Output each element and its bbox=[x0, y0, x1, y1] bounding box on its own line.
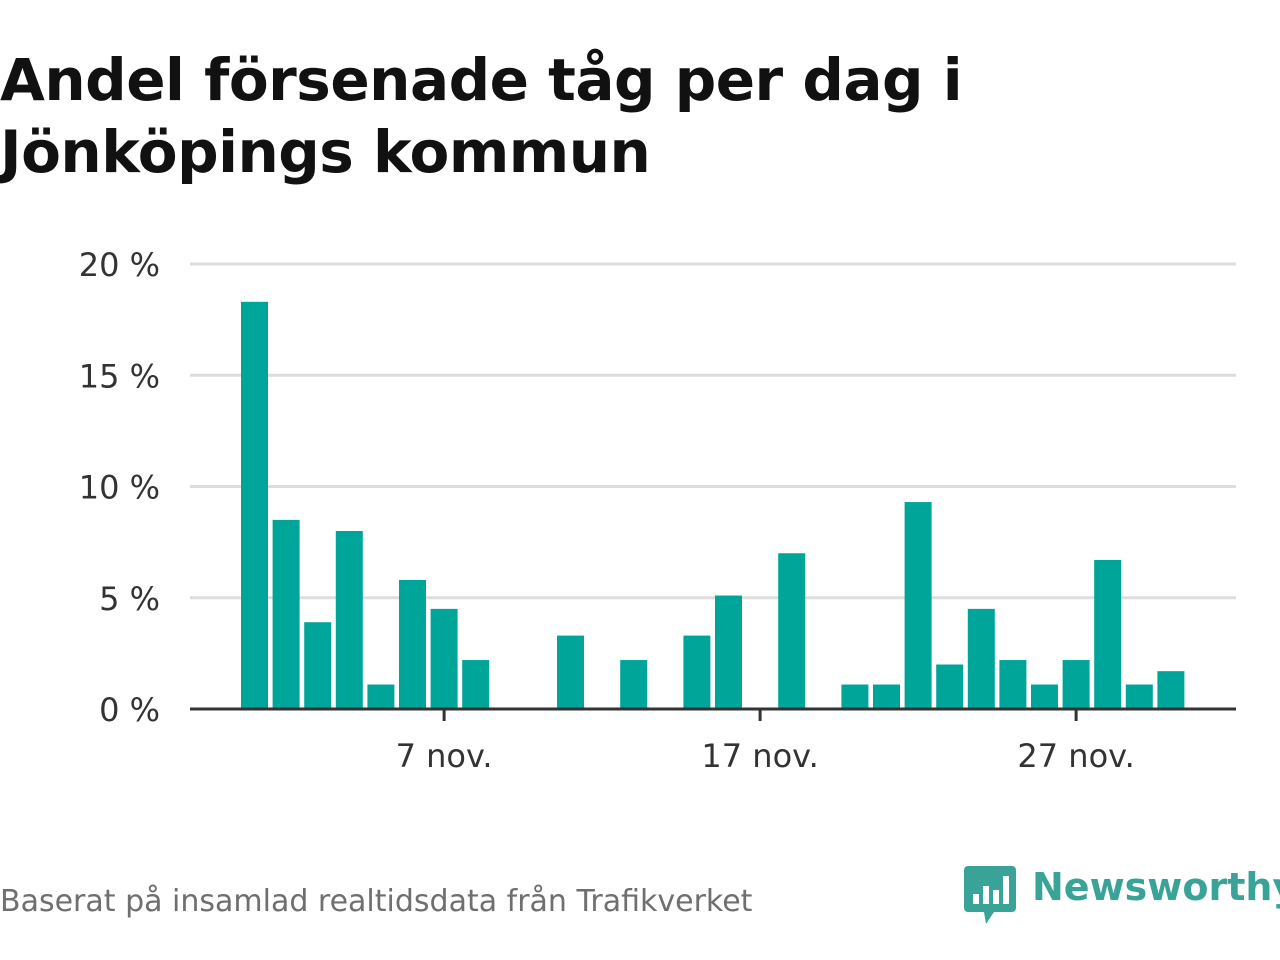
gridlines bbox=[190, 262, 1236, 600]
newsworthy-logo-icon bbox=[964, 866, 1016, 924]
bar: 30 nov. bbox=[1157, 671, 1185, 709]
bar: 27 nov. bbox=[1062, 660, 1090, 709]
y-tick-label: 15 % bbox=[79, 357, 160, 395]
source-note: Baserat på insamlad realtidsdata från Tr… bbox=[0, 884, 753, 919]
bar: 2 nov. bbox=[272, 519, 300, 709]
bar: 26 nov. bbox=[1031, 684, 1058, 709]
bar: 20 nov. bbox=[841, 684, 869, 709]
bar: 28 nov. bbox=[1094, 559, 1122, 709]
bar: 4 nov. bbox=[335, 531, 363, 709]
bar: 16 nov. bbox=[715, 595, 742, 709]
y-tick-label: 0 % bbox=[99, 691, 160, 729]
bar: 25 nov. bbox=[999, 660, 1027, 709]
bar: 18 nov. bbox=[778, 553, 806, 709]
brand-name: Newsworthy bbox=[1032, 865, 1280, 909]
x-axis: 7 nov. 17 nov. 27 nov. bbox=[190, 707, 1236, 775]
bar: 1 nov. bbox=[241, 301, 268, 709]
y-tick-label: 20 % bbox=[79, 246, 160, 284]
bar: 22 nov. bbox=[904, 502, 932, 709]
bar: 11 nov. bbox=[557, 635, 584, 709]
bar: 8 nov. bbox=[462, 660, 490, 709]
bar: 5 nov. bbox=[367, 684, 395, 709]
brand-logo-block[interactable]: Newsworthy bbox=[964, 860, 1280, 930]
bar: 23 nov. bbox=[936, 664, 964, 709]
bar: 13 nov. bbox=[620, 660, 648, 709]
bar: 6 nov. bbox=[399, 579, 426, 709]
y-axis-labels: 0 % 5 % 10 % 15 % 20 % bbox=[79, 246, 160, 729]
y-tick-label: 10 % bbox=[79, 469, 160, 507]
chart-title: Andel försenade tåg per dag i Jönköpings… bbox=[0, 46, 963, 186]
x-tick-label: 27 nov. bbox=[1017, 737, 1134, 775]
bar: 29 nov. bbox=[1125, 684, 1153, 709]
x-tick-label: 17 nov. bbox=[701, 737, 818, 775]
bar: 15 nov. bbox=[683, 635, 711, 709]
bar: 3 nov. bbox=[304, 622, 332, 709]
bar: 24 nov. bbox=[967, 608, 995, 709]
bar: 21 nov. bbox=[873, 684, 900, 709]
bar-chart: 0 % 5 % 10 % 15 % 20 % 1 nov.2 nov.3 nov.4 n… bbox=[79, 246, 1236, 775]
x-tick-label: 7 nov. bbox=[396, 737, 493, 775]
y-tick-label: 5 % bbox=[99, 580, 160, 618]
bar: 7 nov. bbox=[430, 608, 458, 709]
bars: 1 nov.2 nov.3 nov.4 nov.5 nov.6 nov.7 no… bbox=[241, 301, 1185, 709]
